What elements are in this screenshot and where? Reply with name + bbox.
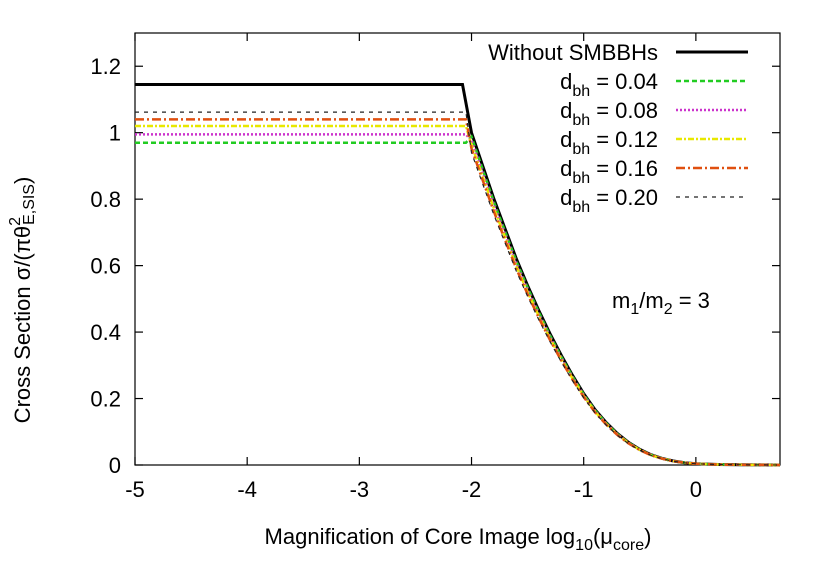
legend-label-sub: bh (572, 170, 590, 187)
legend-label-sub: bh (572, 112, 590, 129)
y-tick-label: 1 (109, 121, 121, 146)
annot-a: m (612, 288, 630, 313)
legend-label-4: dbh = 0.16 (560, 156, 658, 187)
x-axis-title-close: ) (644, 524, 651, 549)
legend-label-sub: bh (572, 199, 590, 216)
legend-label-sub: bh (572, 83, 590, 100)
legend-label-3: dbh = 0.12 (560, 127, 658, 158)
y-tick-label: 0.2 (90, 387, 121, 412)
legend-label-value: = 0.12 (590, 127, 658, 152)
y-axis-title: Cross Section σ/(πθ2E,SIS) (7, 177, 38, 424)
x-tick-label: -4 (237, 477, 257, 502)
y-tick-label: 0.4 (90, 320, 121, 345)
series-line-5 (135, 111, 781, 466)
y-tick-label: 1.2 (90, 54, 121, 79)
legend-label-sub: bh (572, 141, 590, 158)
y-tick-label: 0 (109, 453, 121, 478)
x-axis-title-sub2: core (613, 537, 644, 554)
legend-label-main: d (560, 69, 572, 94)
y-axis-title-sub: E,SIS (21, 184, 38, 225)
legend-label-value: = 0.08 (590, 98, 658, 123)
plot-area: -5 -4 -3 -2 -1 0 0 0.2 0.4 0.6 0.8 1 1.2 (90, 32, 781, 502)
x-tick-label: -1 (574, 477, 594, 502)
x-axis-title-sub: 10 (575, 537, 593, 554)
plot-frame (134, 32, 781, 466)
x-axis-title-main: Magnification of Core Image log (265, 524, 576, 549)
legend-label-main: d (560, 127, 572, 152)
legend-label-2: dbh = 0.08 (560, 98, 658, 129)
legend-label-main: d (560, 156, 572, 181)
legend-label-main: d (560, 185, 572, 210)
y-tick-label: 0.6 (90, 254, 121, 279)
legend-label-1: dbh = 0.04 (560, 69, 658, 100)
legend-label-0: Without SMBBHs (488, 40, 658, 65)
x-tick-label: -5 (125, 477, 145, 502)
legend-label-main: d (560, 98, 572, 123)
x-tick-label: 0 (690, 477, 702, 502)
y-axis-title-sup: 2 (7, 217, 24, 226)
mass-ratio-annotation: m1/m2 = 3 (612, 288, 710, 318)
legend-label-value: = 0.04 (590, 69, 658, 94)
annot-sub-a: 1 (630, 301, 639, 318)
x-tick-label: -3 (350, 477, 370, 502)
y-axis-title-close: ) (10, 177, 35, 184)
x-axis-title-paren: (μ (593, 524, 613, 549)
legend-label-value: = 0.20 (590, 185, 658, 210)
x-tick-label: -2 (462, 477, 482, 502)
y-tick-label: 0.8 (90, 187, 121, 212)
annot-sub-b: 2 (664, 301, 673, 318)
legend-label-value: = 0.16 (590, 156, 658, 181)
y-axis-title-main: Cross Section σ/(πθ (10, 226, 35, 423)
annot-c: = 3 (673, 288, 710, 313)
annot-b: /m (639, 288, 663, 313)
legend-label-5: dbh = 0.20 (560, 185, 658, 216)
x-axis-title: Magnification of Core Image log10(μcore) (265, 524, 652, 554)
